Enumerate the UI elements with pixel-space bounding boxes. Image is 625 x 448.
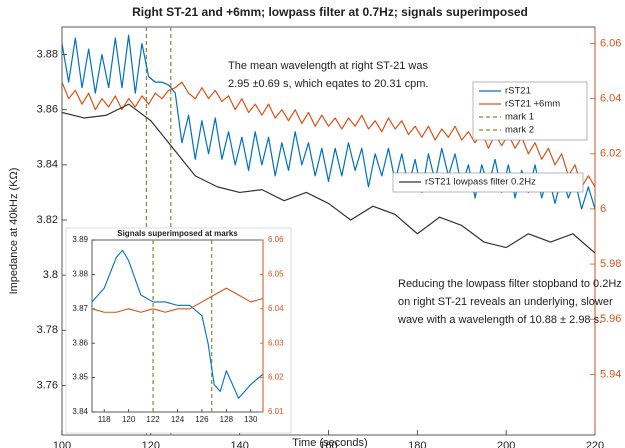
y2-tick-label: 6.01 (268, 407, 284, 416)
inset-background (65, 227, 292, 434)
x-axis-label: Time (seconds) (292, 437, 367, 448)
legend-box (472, 81, 588, 141)
y2-tick-label: 6 (600, 203, 606, 215)
x-tick-label: 140 (230, 440, 248, 448)
x-tick-label: 120 (122, 415, 136, 424)
x-tick-label: 100 (53, 440, 71, 448)
legend-box (392, 172, 584, 193)
y-tick-label: 3.86 (72, 338, 88, 347)
y-tick-label: 3.78 (37, 324, 58, 336)
y2-tick-label: 6.05 (268, 270, 284, 279)
legend-label: mark 2 (505, 125, 534, 136)
y2-tick-label: 5.96 (600, 313, 621, 325)
y-tick-label: 3.84 (37, 159, 58, 171)
y2-tick-label: 6.06 (600, 37, 621, 49)
x-tick-label: 122 (146, 415, 160, 424)
legend-label: rST21 lowpass filter 0.2Hz (425, 177, 536, 188)
chart-title: Right ST-21 and +6mm; lowpass filter at … (132, 5, 528, 19)
y-tick-label: 3.87 (72, 304, 88, 313)
annotation: The mean wavelength at right ST-21 was (228, 60, 428, 72)
y-axis-label: Impedance at 40kHz (KΩ) (8, 168, 20, 295)
y-tick-label: 3.88 (72, 270, 88, 279)
y-tick-label: 3.89 (72, 235, 88, 244)
legend-label: mark 1 (505, 112, 534, 123)
y-tick-label: 3.86 (37, 104, 58, 116)
x-tick-label: 118 (98, 415, 111, 424)
y2-tick-label: 6.03 (268, 338, 284, 347)
series-line (62, 103, 595, 254)
y2-tick-label: 6.02 (268, 373, 284, 382)
y2-tick-label: 5.98 (600, 258, 621, 270)
y-tick-label: 3.8 (43, 269, 58, 281)
legend-label: rST21 +6mm (505, 99, 560, 110)
x-tick-label: 124 (171, 415, 185, 424)
x-tick-label: 200 (497, 440, 515, 448)
y2-tick-label: 6.04 (600, 93, 621, 105)
x-tick-label: 126 (195, 415, 209, 424)
y-tick-label: 3.82 (37, 214, 58, 226)
y2-tick-label: 5.94 (600, 368, 621, 380)
series-line (92, 287, 263, 313)
legend-label: rST21 (505, 86, 531, 97)
y2-tick-label: 6.06 (268, 235, 284, 244)
x-tick-label: 180 (408, 440, 426, 448)
x-tick-label: 160 (319, 440, 337, 448)
x-tick-label: 130 (244, 415, 258, 424)
y-tick-label: 3.84 (72, 407, 88, 416)
plot-area (92, 240, 263, 412)
annotation: Reducing the lowpass filter stopband to … (398, 278, 622, 290)
inset-title: Signals superimposed at marks (117, 229, 238, 238)
y2-tick-label: 6.04 (268, 304, 284, 313)
annotation: wave with a wavelength of 10.88 ± 2.98 s… (397, 314, 602, 326)
y-tick-label: 3.76 (37, 379, 58, 391)
series-line (92, 249, 263, 399)
y-tick-label: 3.88 (37, 48, 58, 60)
x-tick-label: 128 (220, 415, 234, 424)
annotation: on right ST-21 reveals an underlying, sl… (398, 296, 613, 308)
y2-tick-label: 6.02 (600, 148, 621, 160)
x-tick-label: 120 (142, 440, 160, 448)
annotation: 2.95 ±0.69 s, which eqates to 20.31 cpm. (228, 78, 429, 90)
x-tick-label: 220 (586, 440, 604, 448)
y-tick-label: 3.85 (72, 373, 88, 382)
